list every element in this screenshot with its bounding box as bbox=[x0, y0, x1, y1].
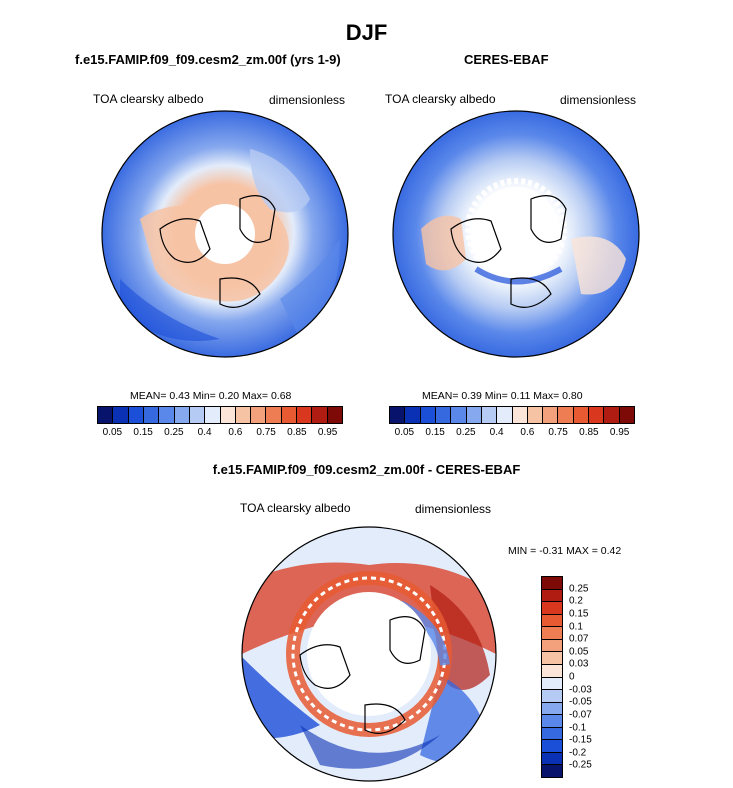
colorbar-swatch bbox=[174, 407, 190, 423]
colorbar-swatch bbox=[435, 407, 452, 423]
colorbar-swatch bbox=[542, 577, 562, 590]
colorbar-swatch bbox=[251, 407, 267, 423]
diff-units-label: dimensionless bbox=[415, 502, 492, 516]
colorbar-swatch bbox=[405, 407, 421, 423]
colorbar-swatch bbox=[98, 407, 114, 423]
colorbar-swatch bbox=[390, 407, 406, 423]
colorbar-tick-label: 0.07 bbox=[569, 633, 589, 645]
colorbar-swatch bbox=[542, 589, 562, 603]
colorbar-swatch bbox=[159, 407, 175, 423]
colorbar-swatch bbox=[143, 407, 160, 423]
colorbar-tick-label: 0.6 bbox=[520, 427, 535, 438]
colorbar-swatch bbox=[281, 407, 298, 423]
diff-polar-map bbox=[241, 526, 497, 782]
colorbar-tick-label: 0.85 bbox=[579, 427, 599, 438]
colorbar-swatch bbox=[420, 407, 436, 423]
colorbar-swatch bbox=[542, 614, 562, 628]
model-variable-label: TOA clearsky albedo bbox=[93, 92, 204, 106]
obs-panel-title: CERES-EBAF bbox=[464, 52, 549, 67]
colorbar-swatch bbox=[542, 702, 562, 716]
colorbar-tick-label: 0.4 bbox=[197, 427, 212, 438]
colorbar-tick-label: 0.75 bbox=[256, 427, 276, 438]
colorbar-swatch bbox=[542, 602, 562, 615]
colorbar-swatch bbox=[542, 664, 562, 678]
colorbar-swatch bbox=[542, 627, 562, 640]
model-colorbar: 0.05 0.15 0.25 0.4 0.6 0.75 0.85 0.95 bbox=[97, 406, 343, 438]
obs-units-label: dimensionless bbox=[560, 93, 637, 107]
colorbar-tick-label: -0.03 bbox=[569, 684, 592, 696]
figure-title: DJF bbox=[345, 20, 388, 45]
colorbar-tick-label: 0.15 bbox=[569, 608, 589, 620]
colorbar-tick-label: 0.15 bbox=[425, 427, 445, 438]
colorbar-tick-label: 0.05 bbox=[394, 427, 415, 438]
colorbar-tick-label: 0.05 bbox=[569, 646, 589, 658]
colorbar-tick-label: 0.75 bbox=[548, 427, 568, 438]
colorbar-tick-label: -0.15 bbox=[569, 734, 592, 746]
colorbar-tick-label: 0.4 bbox=[489, 427, 504, 438]
colorbar-swatch bbox=[235, 407, 252, 423]
colorbar-swatch bbox=[327, 407, 342, 423]
colorbar-tick-label: -0.2 bbox=[569, 747, 587, 759]
colorbar-tick-label: 0.1 bbox=[569, 621, 583, 632]
obs-stats: MEAN= 0.39 Min= 0.11 Max= 0.80 bbox=[422, 390, 583, 402]
obs-variable-label: TOA clearsky albedo bbox=[385, 92, 496, 106]
colorbar-tick-label: -0.1 bbox=[569, 722, 587, 733]
colorbar-tick-label: 0.03 bbox=[569, 658, 589, 670]
colorbar-swatch bbox=[497, 407, 513, 423]
colorbar-swatch bbox=[542, 740, 562, 753]
colorbar-swatch bbox=[266, 407, 282, 423]
colorbar-tick-label: -0.05 bbox=[569, 696, 592, 708]
colorbar-swatch bbox=[297, 407, 313, 423]
colorbar-swatch bbox=[589, 407, 605, 423]
colorbar-swatch bbox=[542, 752, 562, 766]
colorbar-swatch bbox=[466, 407, 482, 423]
colorbar-swatch bbox=[604, 407, 620, 423]
obs-colorbar: 0.05 0.15 0.25 0.4 0.6 0.75 0.85 0.95 bbox=[389, 406, 635, 438]
diff-variable-label: TOA clearsky albedo bbox=[240, 501, 351, 515]
colorbar-tick-label: 0.95 bbox=[317, 427, 338, 438]
colorbar-swatch bbox=[542, 690, 562, 703]
colorbar-swatch bbox=[542, 727, 562, 741]
colorbar-tick-label: 0.15 bbox=[133, 427, 153, 438]
colorbar-swatch bbox=[312, 407, 328, 423]
colorbar-swatch bbox=[542, 765, 562, 777]
model-panel-title: f.e15.FAMIP.f09_f09.cesm2_zm.00f (yrs 1-… bbox=[75, 52, 341, 67]
colorbar-swatch bbox=[542, 639, 562, 653]
colorbar-tick-label: 0.85 bbox=[287, 427, 307, 438]
colorbar-tick-label: 0.6 bbox=[228, 427, 243, 438]
model-stats: MEAN= 0.43 Min= 0.20 Max= 0.68 bbox=[130, 390, 292, 402]
colorbar-tick-label: 0.05 bbox=[102, 427, 123, 438]
obs-polar-map bbox=[392, 110, 640, 358]
colorbar-swatch bbox=[543, 407, 559, 423]
colorbar-tick-label: 0 bbox=[569, 671, 575, 683]
colorbar-swatch bbox=[205, 407, 221, 423]
colorbar-swatch bbox=[189, 407, 206, 423]
colorbar-swatch bbox=[451, 407, 467, 423]
colorbar-swatch bbox=[527, 407, 544, 423]
colorbar-swatch bbox=[481, 407, 498, 423]
colorbar-tick-label: 0.95 bbox=[609, 427, 630, 438]
colorbar-swatch bbox=[542, 652, 562, 665]
model-polar-map bbox=[101, 110, 349, 358]
colorbar-tick-label: 0.2 bbox=[569, 595, 583, 607]
diff-stats: MIN = -0.31 MAX = 0.42 bbox=[508, 545, 622, 557]
colorbar-tick-label: -0.25 bbox=[569, 759, 592, 771]
diff-colorbar: 0.25 0.2 0.15 0.1 0.07 0.05 0.03 0 -0.03 -0.05 -0.… bbox=[541, 576, 592, 778]
colorbar-swatch bbox=[573, 407, 590, 423]
colorbar-swatch bbox=[512, 407, 528, 423]
colorbar-swatch bbox=[558, 407, 574, 423]
colorbar-swatch bbox=[619, 407, 634, 423]
colorbar-swatch bbox=[542, 715, 562, 728]
model-units-label: dimensionless bbox=[269, 93, 346, 107]
colorbar-tick-label: 0.25 bbox=[456, 427, 476, 438]
colorbar-swatch bbox=[113, 407, 129, 423]
colorbar-tick-label: 0.25 bbox=[569, 583, 589, 595]
colorbar-swatch bbox=[220, 407, 236, 423]
colorbar-swatch bbox=[542, 677, 562, 691]
colorbar-swatch bbox=[128, 407, 144, 423]
colorbar-tick-label: 0.25 bbox=[164, 427, 184, 438]
diff-panel-title: f.e15.FAMIP.f09_f09.cesm2_zm.00f - CERES… bbox=[212, 462, 521, 477]
colorbar-tick-label: -0.07 bbox=[569, 709, 592, 721]
